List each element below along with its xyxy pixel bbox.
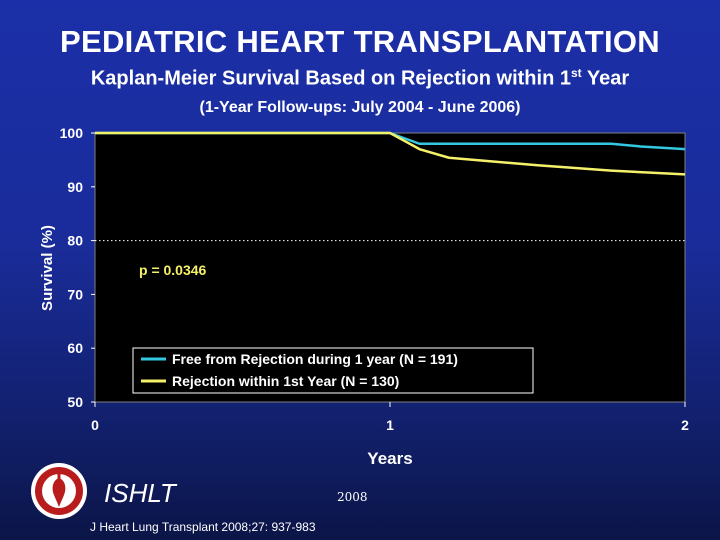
legend-label-1: Free from Rejection during 1 year (N = 1…: [172, 351, 458, 367]
y-tick-label: 90: [67, 179, 83, 195]
org-name: ISHLT: [104, 478, 176, 508]
y-axis-title: Survival (%): [39, 225, 56, 311]
legend-label-2: Rejection within 1st Year (N = 130): [172, 373, 399, 389]
ishlt-logo-icon: [31, 463, 87, 519]
chart-subsubtitle: (1-Year Follow-ups: July 2004 - June 200…: [199, 99, 521, 116]
x-tick-label: 0: [91, 417, 99, 433]
page-title: PEDIATRIC HEART TRANSPLANTATION: [60, 24, 660, 59]
y-tick-label: 100: [60, 125, 84, 141]
subtitle-end: Year: [581, 67, 630, 90]
chart-subtitle: Kaplan-Meier Survival Based on Rejection…: [0, 66, 720, 91]
y-tick-label: 80: [67, 233, 83, 249]
y-tick-label: 70: [67, 286, 83, 302]
x-tick-label: 2: [681, 417, 689, 433]
citation: J Heart Lung Transplant 2008;27: 937-983: [90, 520, 316, 534]
subtitle-main: Kaplan-Meier Survival Based on Rejection…: [90, 67, 571, 90]
subtitle-superscript: st: [570, 66, 582, 80]
p-value-annotation: p = 0.0346: [139, 262, 207, 278]
x-tick-label: 1: [386, 417, 394, 433]
series-line-2: [95, 131, 686, 176]
legend-box: [132, 347, 534, 394]
publication-year: 2008: [337, 490, 368, 504]
y-tick-label: 60: [67, 340, 83, 356]
y-tick-label: 50: [67, 394, 83, 410]
x-axis-title: Years: [367, 449, 412, 468]
